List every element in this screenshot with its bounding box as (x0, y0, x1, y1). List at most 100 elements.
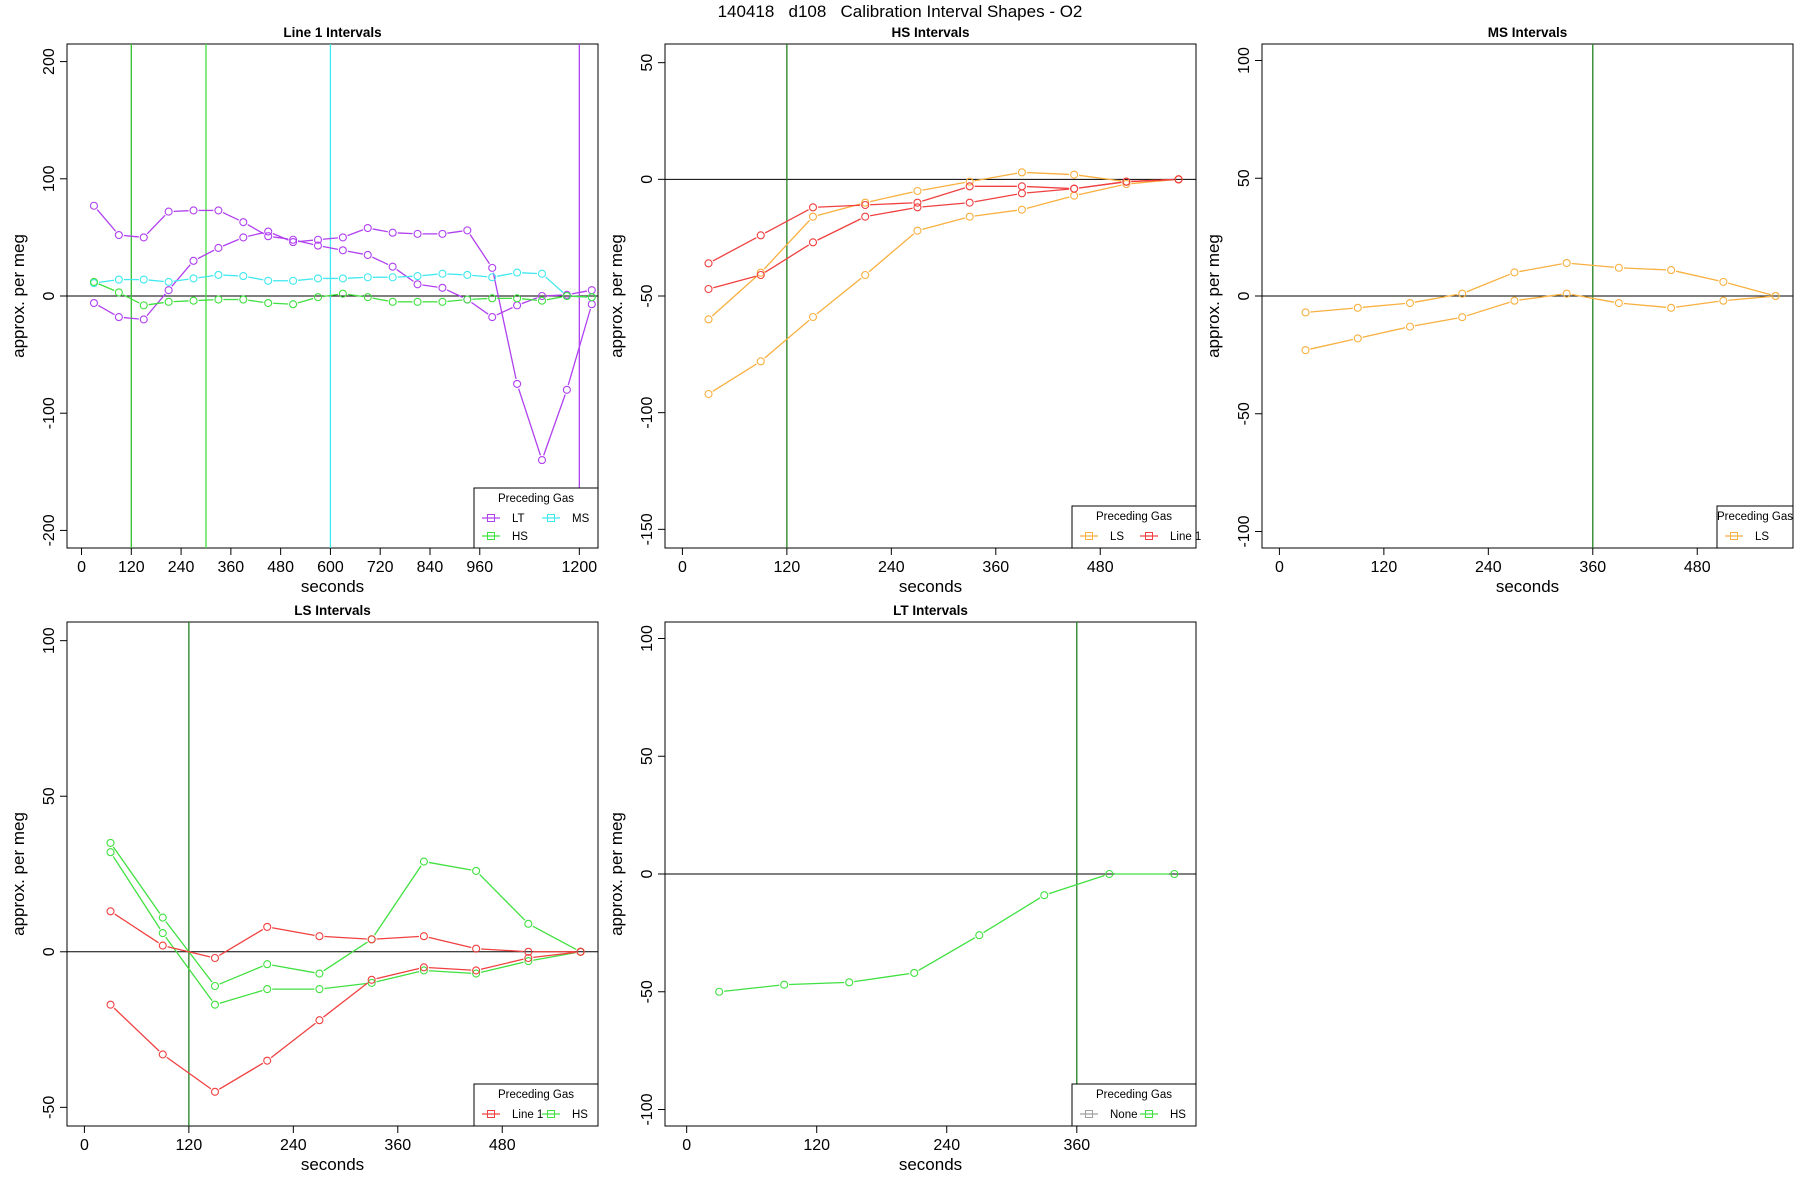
x-tick-label: 360 (1579, 559, 1606, 576)
data-point (263, 985, 272, 994)
data-point (861, 198, 870, 207)
series-line-segment (322, 293, 339, 298)
data-point (756, 357, 765, 366)
data-point (1070, 170, 1079, 179)
legend-marker (1085, 1110, 1093, 1118)
x-tick-label: 240 (1475, 559, 1502, 576)
y-axis-label: approx. per meg (9, 812, 28, 936)
data-point (524, 947, 533, 956)
series-line-segment (98, 279, 114, 284)
data-point (1405, 299, 1415, 308)
y-tick-label: -50 (1236, 402, 1253, 425)
data-point (315, 1016, 324, 1025)
series-line-segment (1131, 178, 1174, 183)
data-point (913, 186, 922, 196)
data-point (239, 233, 248, 242)
x-tick-label: 240 (168, 559, 195, 576)
legend-marker (487, 1110, 495, 1118)
data-point (158, 929, 167, 938)
legend-label: HS (1170, 1109, 1186, 1121)
y-tick-label: 100 (41, 627, 58, 654)
plot-frame (66, 621, 599, 1127)
data-point (388, 297, 397, 306)
data-point (315, 932, 324, 941)
legend-item: LT (482, 513, 525, 525)
series-line-segment (496, 306, 513, 316)
series-line-segment (173, 210, 189, 213)
data-point (1353, 334, 1362, 343)
series-line-segment (123, 234, 139, 238)
series-line-segment (1414, 317, 1458, 327)
data-point (472, 866, 481, 875)
series-line-segment (113, 1007, 160, 1052)
series-line-segment (247, 224, 265, 235)
series-line-segment (1466, 301, 1510, 317)
series-line-segment (223, 274, 239, 277)
data-point (106, 907, 115, 916)
data-point (264, 298, 273, 308)
series-line-segment (372, 228, 388, 233)
chart-panel-4: LS Intervals 0 120 240 360 480 -50 0 50 100 second… (9, 603, 599, 1174)
data-point (1017, 189, 1026, 198)
data-point (1719, 296, 1728, 305)
legend: Preceding Gas LS (1716, 505, 1794, 549)
series-line-segment (376, 967, 420, 980)
data-point (861, 212, 870, 221)
data-point (1458, 313, 1467, 322)
data-point (313, 235, 323, 244)
data-point (472, 966, 481, 975)
legend-title: Preceding Gas (1096, 1089, 1172, 1101)
data-point (239, 272, 248, 281)
data-point (367, 975, 376, 984)
series-line-segment (428, 861, 472, 871)
series-line-segment (713, 275, 757, 289)
data-point (808, 312, 818, 322)
series-ls (1301, 258, 1780, 317)
series-line-segment (173, 278, 189, 282)
series-line-segment (219, 989, 263, 1004)
data-point (419, 932, 428, 941)
series-line-segment (98, 283, 115, 292)
series-line-segment (167, 946, 211, 958)
series-lt (89, 201, 596, 322)
series-line-segment (372, 297, 388, 302)
y-tick-label: 50 (639, 54, 656, 72)
data-point (388, 262, 397, 271)
data-point (367, 935, 376, 944)
data-point (263, 960, 272, 969)
series-line-segment (218, 1062, 264, 1090)
x-tick-label: 120 (803, 1137, 830, 1154)
series-line-segment (543, 394, 566, 456)
legend-marker (487, 532, 495, 540)
series-line-segment (571, 290, 587, 295)
series-line-segment (1466, 273, 1511, 293)
series-line-segment (1362, 327, 1406, 338)
data-point (1301, 346, 1310, 355)
data-point (114, 275, 123, 284)
series-line-segment (428, 970, 472, 974)
x-tick-label: 600 (317, 559, 344, 576)
series-hs (106, 848, 585, 1009)
series-line-segment (322, 237, 338, 240)
series-line-segment (270, 1022, 316, 1059)
legend-item: LS (1080, 531, 1124, 543)
data-point (524, 919, 533, 928)
data-point (363, 293, 372, 302)
series-line-segment (428, 966, 472, 971)
data-point (910, 968, 919, 977)
series-line-segment (870, 207, 913, 217)
legend-label: Line 1 (1170, 531, 1201, 543)
series-line-segment (272, 232, 289, 241)
data-point (1174, 175, 1183, 184)
x-tick-label: 480 (489, 1137, 516, 1154)
legend-label: LS (1110, 531, 1124, 543)
data-point (1510, 296, 1519, 305)
data-point (263, 922, 272, 931)
plot-data (1262, 44, 1793, 548)
data-point (1070, 191, 1079, 200)
series-line-segment (764, 244, 810, 273)
series-line-segment (546, 296, 563, 301)
y-tick-label: 0 (41, 291, 58, 300)
legend-title: Preceding Gas (1096, 511, 1172, 523)
series-line-segment (166, 1056, 212, 1090)
